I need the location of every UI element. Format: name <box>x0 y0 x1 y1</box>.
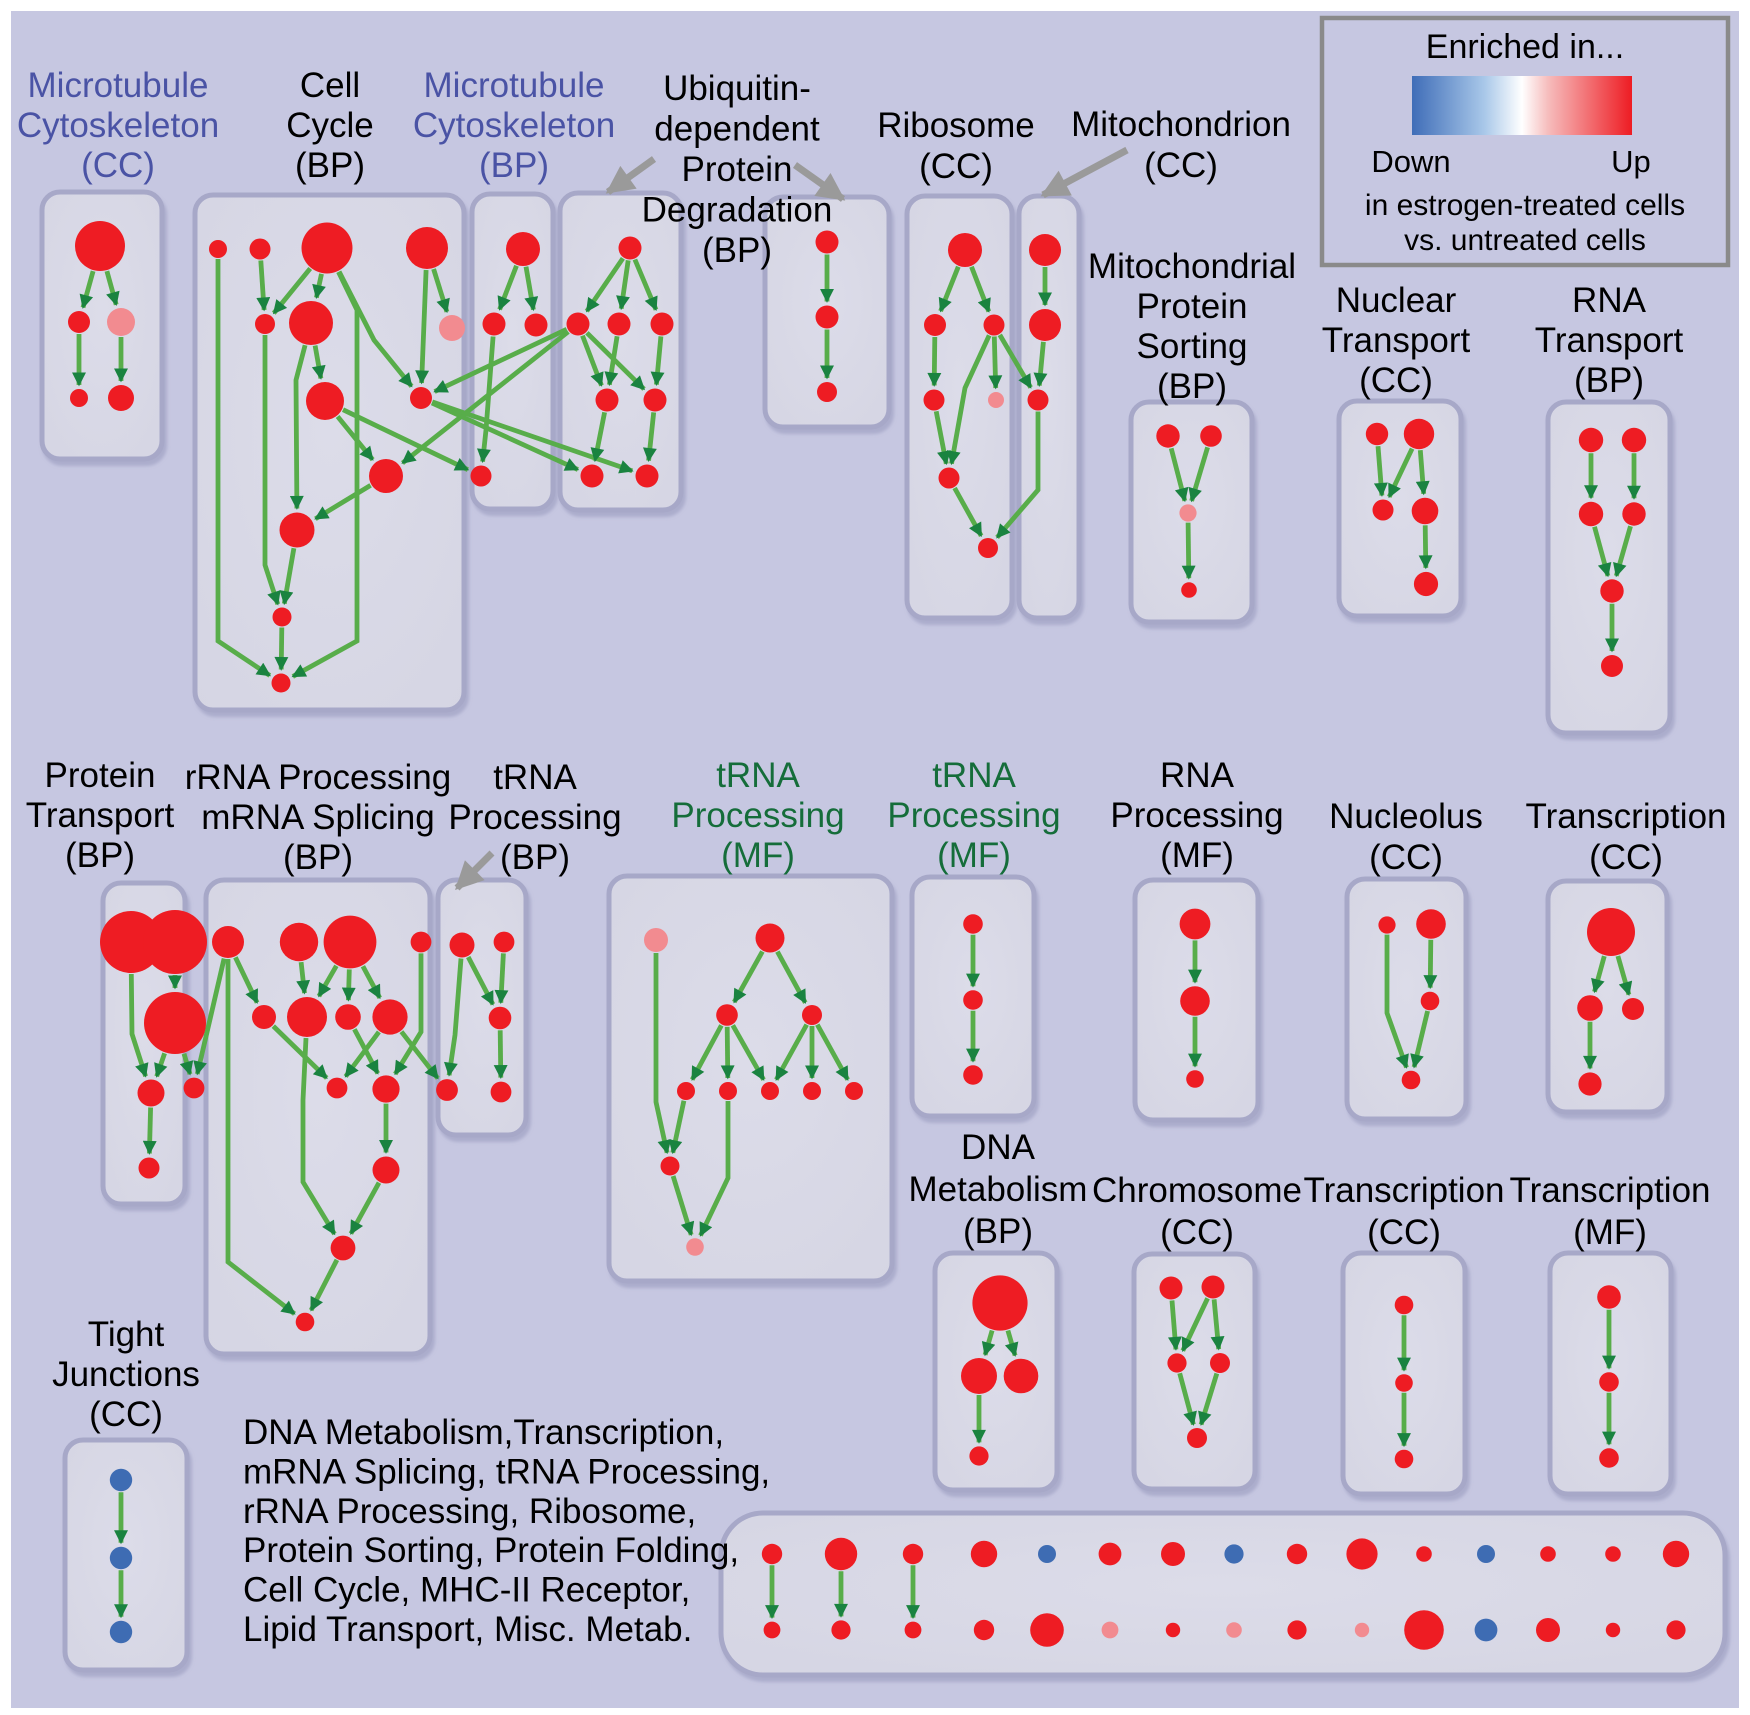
svg-text:(CC): (CC) <box>1367 1213 1441 1252</box>
svg-text:(BP): (BP) <box>283 838 353 877</box>
svg-text:Cytoskeleton: Cytoskeleton <box>17 106 219 145</box>
svg-text:Transcription: Transcription <box>1304 1171 1505 1210</box>
svg-text:Processing: Processing <box>448 798 621 837</box>
svg-text:Lipid Transport, Misc. Metab.: Lipid Transport, Misc. Metab. <box>243 1610 692 1649</box>
svg-text:(BP): (BP) <box>479 146 549 185</box>
svg-text:Protein: Protein <box>1137 287 1248 326</box>
svg-text:(BP): (BP) <box>1574 361 1644 400</box>
svg-text:(MF): (MF) <box>1573 1213 1647 1252</box>
svg-text:Processing: Processing <box>1110 796 1283 835</box>
svg-text:Transport: Transport <box>1535 321 1684 360</box>
svg-text:in estrogen-treated cells: in estrogen-treated cells <box>1365 189 1685 222</box>
svg-text:(MF): (MF) <box>937 836 1011 875</box>
svg-text:tRNA: tRNA <box>716 756 800 795</box>
svg-text:Cytoskeleton: Cytoskeleton <box>413 106 615 145</box>
svg-text:Mitochondrion: Mitochondrion <box>1071 105 1291 144</box>
svg-text:vs. untreated cells: vs. untreated cells <box>1404 224 1646 257</box>
svg-text:rRNA Processing: rRNA Processing <box>185 758 451 797</box>
svg-text:(BP): (BP) <box>963 1212 1033 1251</box>
svg-text:dependent: dependent <box>654 110 820 149</box>
svg-text:Cell: Cell <box>300 66 360 105</box>
svg-text:(CC): (CC) <box>919 147 993 186</box>
svg-text:DNA Metabolism,Transcription,: DNA Metabolism,Transcription, <box>243 1413 724 1452</box>
svg-text:Transport: Transport <box>26 796 175 835</box>
svg-text:Transcription: Transcription <box>1510 1171 1711 1210</box>
svg-text:Protein: Protein <box>682 150 793 189</box>
svg-text:Microtubule: Microtubule <box>28 66 209 105</box>
svg-text:Sorting: Sorting <box>1137 327 1248 366</box>
svg-text:Mitochondrial: Mitochondrial <box>1088 247 1296 286</box>
svg-text:mRNA Splicing, tRNA Processing: mRNA Splicing, tRNA Processing, <box>243 1452 770 1491</box>
svg-text:Protein: Protein <box>45 756 156 795</box>
svg-text:(MF): (MF) <box>721 836 795 875</box>
svg-text:Ubiquitin-: Ubiquitin- <box>663 69 811 108</box>
svg-text:(BP): (BP) <box>500 838 570 877</box>
svg-text:Chromosome: Chromosome <box>1092 1171 1302 1210</box>
svg-text:(MF): (MF) <box>1160 836 1234 875</box>
svg-text:Nuclear: Nuclear <box>1336 281 1457 320</box>
svg-text:mRNA Splicing: mRNA Splicing <box>201 798 434 837</box>
svg-text:Ribosome: Ribosome <box>877 106 1035 145</box>
svg-text:Tight: Tight <box>88 1315 165 1354</box>
svg-text:RNA: RNA <box>1160 756 1235 795</box>
svg-text:Degradation: Degradation <box>642 191 833 230</box>
svg-text:Microtubule: Microtubule <box>424 66 605 105</box>
svg-text:(BP): (BP) <box>295 146 365 185</box>
svg-text:DNA: DNA <box>961 1128 1036 1167</box>
svg-text:Nucleolus: Nucleolus <box>1329 797 1483 836</box>
svg-text:Down: Down <box>1371 144 1450 179</box>
svg-text:Processing: Processing <box>671 796 844 835</box>
svg-text:tRNA: tRNA <box>493 758 577 797</box>
svg-text:(BP): (BP) <box>65 836 135 875</box>
svg-text:(CC): (CC) <box>1160 1213 1234 1252</box>
svg-text:(CC): (CC) <box>1369 838 1443 877</box>
svg-text:(BP): (BP) <box>702 231 772 270</box>
svg-text:Transcription: Transcription <box>1526 797 1727 836</box>
svg-text:(CC): (CC) <box>1359 361 1433 400</box>
svg-text:Up: Up <box>1611 144 1651 179</box>
svg-text:Processing: Processing <box>887 796 1060 835</box>
svg-text:Metabolism: Metabolism <box>909 1170 1088 1209</box>
svg-text:Protein Sorting, Protein Foldi: Protein Sorting, Protein Folding, <box>243 1531 739 1570</box>
svg-text:rRNA Processing, Ribosome,: rRNA Processing, Ribosome, <box>243 1492 696 1531</box>
svg-text:(CC): (CC) <box>1144 146 1218 185</box>
svg-text:(CC): (CC) <box>1589 838 1663 877</box>
svg-text:RNA: RNA <box>1572 281 1647 320</box>
svg-text:Enriched in...: Enriched in... <box>1426 28 1624 66</box>
svg-text:(CC): (CC) <box>89 1395 163 1434</box>
svg-text:tRNA: tRNA <box>932 756 1016 795</box>
svg-text:Transport: Transport <box>1322 321 1471 360</box>
svg-text:Cell Cycle, MHC-II Receptor,: Cell Cycle, MHC-II Receptor, <box>243 1571 690 1610</box>
svg-text:Cycle: Cycle <box>286 106 374 145</box>
svg-text:(BP): (BP) <box>1157 367 1227 406</box>
svg-text:(CC): (CC) <box>81 146 155 185</box>
svg-text:Junctions: Junctions <box>52 1355 200 1394</box>
